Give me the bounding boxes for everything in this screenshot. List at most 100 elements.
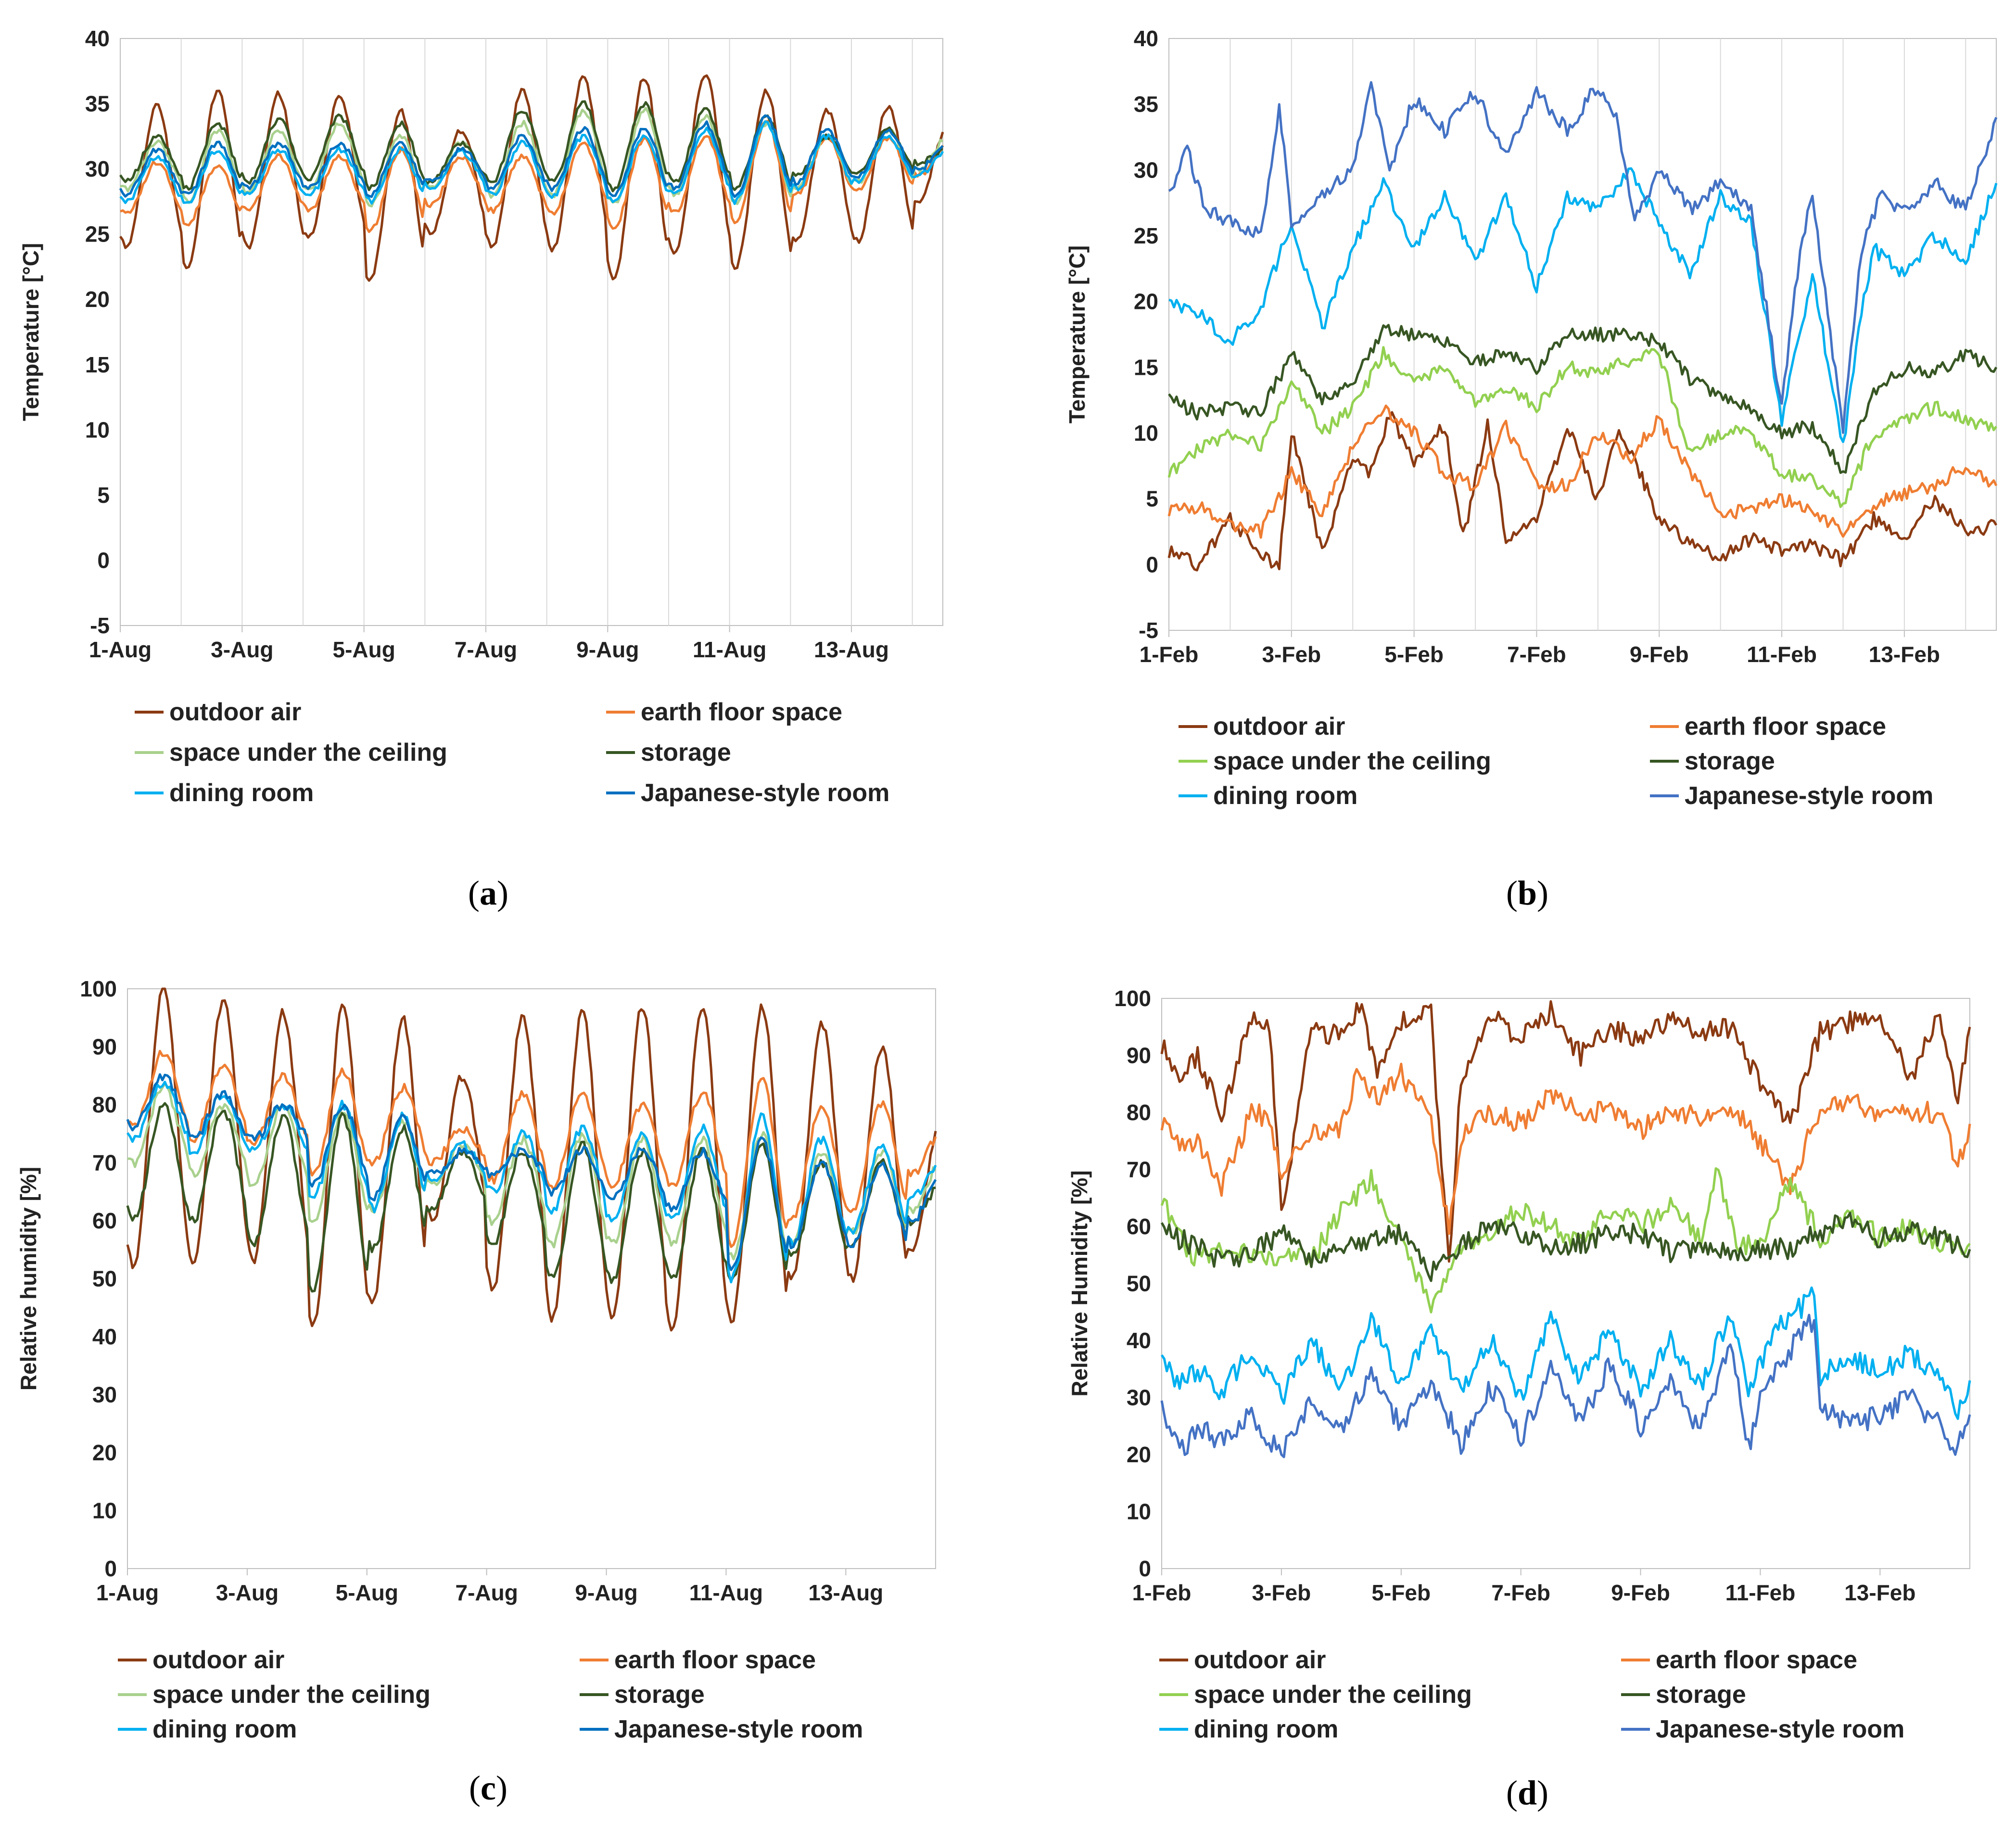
y-tick-label: 100 [1114,986,1151,1011]
legend-c: outdoor air earth floor space space under … [118,1646,863,1743]
y-tick-label: 50 [92,1266,117,1291]
legend-label-ceiling: space under the ceiling [169,739,447,766]
series-line-japanese [1160,1314,1971,1458]
legend-label-storage: storage [614,1681,705,1709]
y-tick-label: 30 [1127,1385,1151,1410]
series-group-a [119,74,944,282]
y-tick-label: 10 [1134,421,1158,446]
panel-letter: c [481,1769,496,1807]
y-tick-label: 30 [92,1382,117,1407]
series-group-d [1160,1000,1971,1458]
series-line-earth [120,120,944,233]
plot-area-d [1161,998,1970,1569]
y-tick-label: 40 [1134,26,1158,51]
legend-label-storage: storage [1656,1681,1746,1709]
series-line-earth [1160,1062,1971,1235]
x-tick-label: 7-Aug [456,1580,518,1605]
series-line-outdoor [1160,1000,1971,1263]
y-tick-label: 35 [85,91,110,116]
y-tick-label: 25 [1134,223,1158,248]
panel-c-humidity-august: 0 10 20 30 40 50 60 70 80 90 100 Relative humidity … [0,943,976,1826]
series-group-b [1167,81,1998,572]
x-tick-label: 1-Aug [96,1580,159,1605]
legend-label-outdoor: outdoor air [1213,713,1345,741]
series-line-japanese [1168,81,1998,434]
y-tick-label: 5 [97,483,110,508]
y-tick-label: 70 [1127,1157,1151,1182]
legend-label-earth: earth floor space [641,698,842,726]
x-tick-label: 9-Aug [575,1580,637,1605]
series-line-dining [1168,167,1998,443]
y-tick-label: 20 [92,1440,117,1465]
series-line-ceiling [1160,1167,1971,1314]
chart-a-svg: -5 0 5 10 15 20 25 30 35 40 Temperature [°C] 1-Aug 3… [18,26,944,912]
y-tick-label: 70 [92,1150,117,1175]
legend-a: outdoor air earth floor space space under … [135,698,889,807]
y-axis-title: Relative humidity [%] [16,1167,41,1391]
y-tick-label: 80 [1127,1100,1151,1125]
x-tick-label: 11-Feb [1725,1580,1796,1605]
legend-b: outdoor air earth floor space space under … [1179,713,1933,810]
x-tick-label: 11-Aug [689,1580,763,1605]
panel-b-temperature-february: -5 0 5 10 15 20 25 30 35 40 Temperature [°C] 1-Feb 3… [1039,0,2016,945]
y-tick-label: 0 [104,1556,117,1581]
x-tick-label: 11-Feb [1747,642,1817,667]
panel-d-humidity-february: 0 10 20 30 40 50 60 70 80 90 100 Relative Humidity … [1039,943,2016,1826]
chart-b-svg: -5 0 5 10 15 20 25 30 35 40 Temperature [°C] 1-Feb 3… [1065,26,1998,912]
x-axis-b: 1-Feb 3-Feb 5-Feb 7-Feb 9-Feb 11-Feb 13-Feb [1140,630,1940,667]
x-tick-label: 9-Feb [1630,642,1689,667]
x-tick-label: 9-Feb [1611,1580,1670,1605]
legend-label-earth: earth floor space [1656,1646,1857,1674]
series-line-storage [1168,324,1998,474]
x-tick-label: 13-Feb [1844,1580,1915,1605]
series-line-japanese [126,1073,937,1271]
y-tick-label: 30 [85,156,110,181]
y-axis-a: -5 0 5 10 15 20 25 30 35 40 [85,26,110,638]
y-axis-title: Temperature [°C] [1065,245,1090,423]
legend-label-earth: earth floor space [1685,713,1886,741]
y-tick-label: 30 [1134,157,1158,182]
y-axis-d: 0 10 20 30 40 50 60 70 80 90 100 [1114,986,1151,1581]
panel-label-d: (d) [1506,1774,1548,1812]
x-tick-label: 13-Aug [814,637,889,662]
y-tick-label: 100 [80,976,117,1001]
series-line-dining [1160,1286,1971,1420]
legend-label-storage: storage [641,739,731,766]
legend-label-japanese: Japanese-style room [1656,1715,1904,1743]
panel-letter: b [1518,874,1537,912]
x-axis-c: 1-Aug 3-Aug 5-Aug 7-Aug 9-Aug 11-Aug 13-Aug [96,1569,883,1605]
legend-label-ceiling: space under the ceiling [152,1681,431,1709]
x-tick-label: 3-Aug [216,1580,279,1605]
x-tick-label: 5-Aug [336,1580,398,1605]
legend-label-japanese: Japanese-style room [641,779,889,807]
y-tick-label: 60 [92,1208,117,1233]
x-tick-label: 5-Feb [1384,642,1444,667]
y-tick-label: 90 [1127,1043,1151,1068]
panel-a-temperature-august: -5 0 5 10 15 20 25 30 35 40 Temperature [°C] 1-Aug 3… [0,0,976,945]
x-tick-label: 9-Aug [576,637,639,662]
y-tick-label: -5 [90,613,110,638]
x-tick-label: 13-Feb [1869,642,1940,667]
y-axis-c: 0 10 20 30 40 50 60 70 80 90 100 [80,976,117,1581]
plot-area-a [120,38,943,626]
x-tick-label: 1-Feb [1140,642,1199,667]
x-tick-label: 1-Aug [89,637,152,662]
series-group-c [126,987,937,1332]
y-tick-label: 60 [1127,1214,1151,1239]
gridlines-a [180,38,913,626]
y-axis-title: Relative Humidity [%] [1067,1170,1092,1396]
y-axis-b: -5 0 5 10 15 20 25 30 35 40 [1134,26,1158,643]
y-tick-label: 0 [1146,552,1158,577]
x-tick-label: 1-Feb [1132,1580,1192,1605]
y-tick-label: 80 [92,1092,117,1117]
y-tick-label: 40 [92,1324,117,1349]
series-line-outdoor [126,987,937,1332]
legend-label-japanese: Japanese-style room [1685,782,1933,810]
x-tick-label: 7-Aug [455,637,517,662]
series-line-earth [127,1049,937,1248]
series-line-ceiling [1167,346,1998,508]
y-tick-label: 50 [1127,1271,1151,1296]
plot-area-b [1168,38,1997,631]
y-tick-label: 40 [85,26,110,51]
y-tick-label: 15 [1134,355,1158,380]
